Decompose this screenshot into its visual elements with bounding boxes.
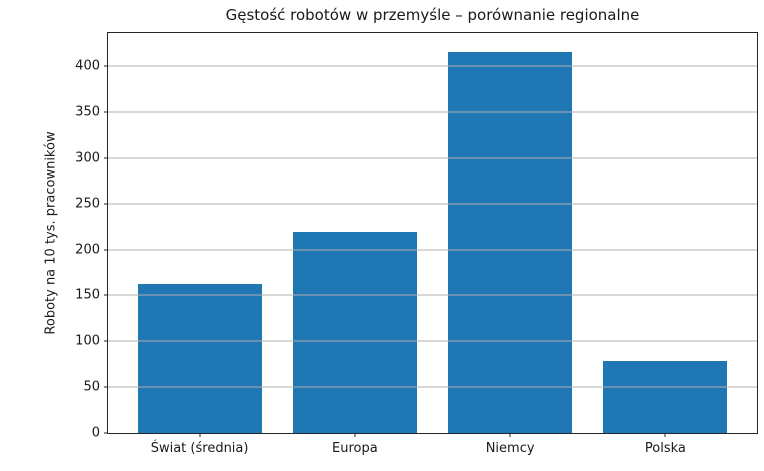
y-tick-mark <box>104 203 108 205</box>
gridline-400 <box>108 65 757 67</box>
x-tick-label: Europa <box>332 441 378 456</box>
y-tick-mark <box>104 157 108 159</box>
y-tick-label: 50 <box>83 379 100 395</box>
y-tick-mark <box>104 386 108 388</box>
x-tick-mark <box>664 433 666 437</box>
x-tick-label: Niemcy <box>485 441 535 456</box>
gridline-250 <box>108 203 757 205</box>
y-tick-mark <box>104 432 108 434</box>
x-tick-label: Polska <box>644 441 686 456</box>
y-tick-label: 150 <box>75 287 100 303</box>
x-tick-mark <box>509 433 511 437</box>
y-tick-label: 300 <box>75 150 100 166</box>
y-tick-label: 350 <box>75 104 100 120</box>
y-tick-label: 200 <box>75 242 100 258</box>
gridline-50 <box>108 386 757 388</box>
gridline-300 <box>108 157 757 159</box>
y-tick-label: 400 <box>75 58 100 74</box>
gridline-200 <box>108 249 757 251</box>
gridline-150 <box>108 294 757 296</box>
bar-niemcy <box>448 52 573 433</box>
chart-title: Gęstość robotów w przemyśle – porównanie… <box>225 6 640 24</box>
x-tick-mark <box>199 433 201 437</box>
y-tick-mark <box>104 249 108 251</box>
plot-area: 0 50 100 150 200 250 300 350 400 Świat (średnia) E… <box>75 32 758 456</box>
y-tick-label: 100 <box>75 333 100 349</box>
y-axis-label: Roboty na 10 tys. pracowników <box>43 131 59 335</box>
bar-polska <box>603 361 728 433</box>
y-tick-mark <box>104 294 108 296</box>
x-tick-label: Świat (średnia) <box>150 441 249 456</box>
bar-europa <box>292 232 417 433</box>
y-tick-label: 0 <box>91 425 100 441</box>
y-tick-label: 250 <box>75 196 100 212</box>
y-tick-mark <box>104 340 108 342</box>
gridline-350 <box>108 111 757 113</box>
bar-wiat-rednia <box>137 284 262 433</box>
y-tick-mark <box>104 65 108 67</box>
y-tick-mark <box>104 111 108 113</box>
x-tick-mark <box>354 433 356 437</box>
gridline-100 <box>108 340 757 342</box>
